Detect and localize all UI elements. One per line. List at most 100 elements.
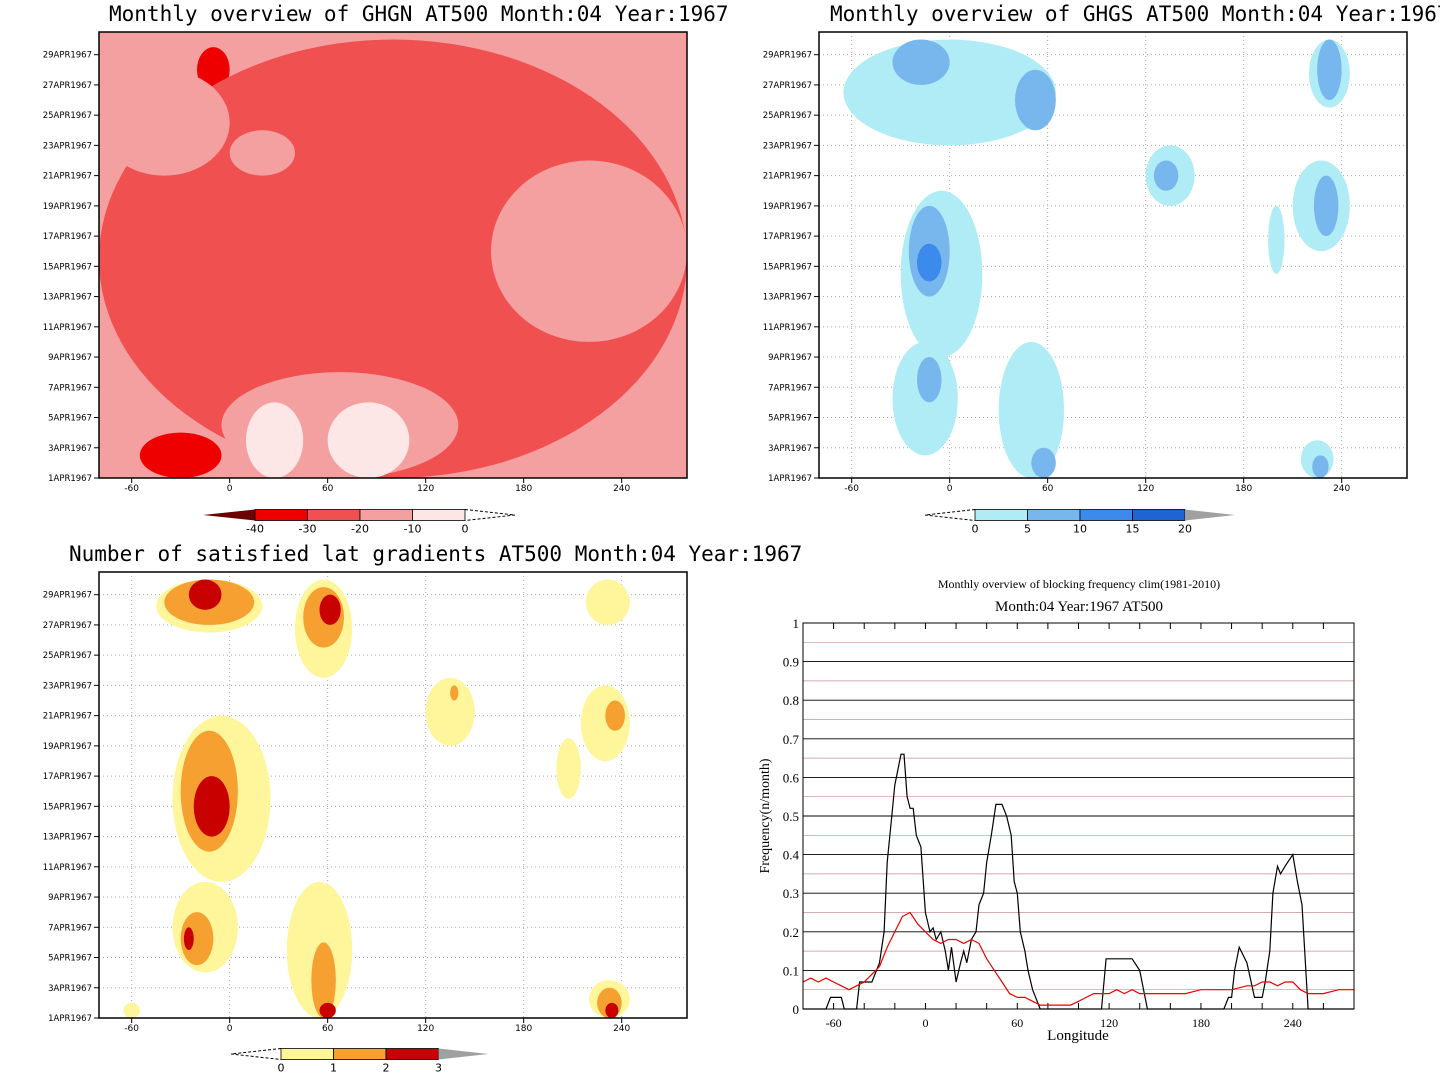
- ytick-label-0-5: 11APR1967: [43, 323, 92, 333]
- panel-freq: Monthly overview of blocking frequency c…: [720, 545, 1440, 1091]
- heat-region-2-13: [311, 942, 336, 1018]
- ytick-label-2-6: 13APR1967: [43, 833, 92, 843]
- ytick-label-1-7: 15APR1967: [763, 262, 812, 272]
- heat-region-2-15: [425, 677, 475, 746]
- heat-region-0-8: [99, 69, 230, 176]
- xtick-label-1-4: 180: [1235, 484, 1252, 494]
- cbar-label-2-0: 0: [278, 1062, 285, 1075]
- cbar-label-0-2: -20: [351, 523, 369, 536]
- heat-region-1-1: [892, 39, 950, 85]
- heat-region-1-2: [1015, 69, 1056, 131]
- ytick-label-0-11: 23APR1967: [43, 141, 92, 151]
- heat-region-2-14: [319, 1002, 336, 1018]
- freq-frame: [802, 622, 1355, 1010]
- freq-xtick-label-0: -60: [826, 1016, 842, 1030]
- ytick-label-2-11: 23APR1967: [43, 681, 92, 691]
- ghgs-plot: 1APR1967 3APR1967 5APR1967 7APR1967 9APR1967…: [763, 31, 1408, 536]
- ytick-label-0-6: 13APR1967: [43, 293, 92, 303]
- ytick-label-1-4: 9APR1967: [768, 353, 812, 363]
- freq-xtick-label-4: 180: [1192, 1016, 1210, 1030]
- cbar-label-1-0: 0: [972, 523, 979, 536]
- ytick-label-1-11: 23APR1967: [763, 141, 812, 151]
- ytick-label-2-0: 1APR1967: [48, 1014, 92, 1024]
- freq-title: Monthly overview of blocking frequency c…: [938, 577, 1220, 591]
- heat-region-1-5: [917, 243, 942, 282]
- ytick-label-1-1: 3APR1967: [768, 444, 812, 454]
- heat-region-0-12: [246, 402, 304, 478]
- freq-plot: Monthly overview of blocking frequency c…: [758, 577, 1355, 1044]
- xtick-label-0-4: 180: [515, 484, 532, 494]
- cbar-label-2-3: 3: [435, 1062, 442, 1075]
- freq-series-0: [803, 753, 1354, 1010]
- freq-ytick-label-3: 0.3: [783, 886, 799, 901]
- cbar-right-1: [1185, 509, 1235, 521]
- freq-xtick-label-5: 240: [1284, 1016, 1302, 1030]
- xtick-label-0-3: 120: [417, 484, 434, 494]
- ytick-label-2-14: 29APR1967: [43, 591, 92, 601]
- heat-region-2-24: [123, 1002, 140, 1018]
- heat-region-2-17: [556, 738, 581, 799]
- xtick-label-1-0: -60: [844, 484, 859, 494]
- lat-frame: [98, 571, 688, 1019]
- freq-ytick-label-6: 0.6: [783, 770, 800, 785]
- ytick-label-1-6: 13APR1967: [763, 293, 812, 303]
- cbar-seg-1-2: [1079, 509, 1133, 521]
- cbar-left-0: [203, 509, 255, 521]
- xtick-label-0-5: 240: [613, 484, 630, 494]
- heat-region-0-13: [327, 402, 410, 478]
- heat-region-2-11: [183, 927, 194, 950]
- freq-subtitle: Month:04 Year:1967 AT500: [995, 599, 1163, 615]
- freq-ytick-label-0: 0: [793, 1002, 800, 1017]
- heat-region-2-19: [605, 700, 625, 731]
- ytick-label-0-0: 1APR1967: [48, 474, 92, 484]
- ytick-label-2-7: 15APR1967: [43, 802, 92, 812]
- cbar-label-0-4: 0: [462, 523, 469, 536]
- heat-region-1-7: [917, 357, 942, 403]
- xtick-label-1-5: 240: [1333, 484, 1350, 494]
- ytick-label-0-7: 15APR1967: [43, 262, 92, 272]
- cbar-seg-2-0: [280, 1048, 334, 1060]
- heat-region-1-13: [1313, 175, 1339, 237]
- cbar-seg-0-0: [254, 509, 308, 521]
- freq-series-1: [802, 911, 1354, 1006]
- heat-region-0-10: [491, 160, 687, 342]
- heat-region-0-6: [139, 432, 222, 478]
- ytick-label-2-4: 9APR1967: [48, 893, 92, 903]
- ytick-label-1-8: 17APR1967: [763, 232, 812, 242]
- cbar-seg-2-2: [385, 1048, 439, 1060]
- xtick-label-1-2: 60: [1042, 484, 1054, 494]
- ytick-label-1-9: 19APR1967: [763, 202, 812, 212]
- cbar-label-2-2: 2: [383, 1062, 390, 1075]
- freq-ylabel: Frequency(n/month): [758, 758, 773, 873]
- ytick-label-2-8: 17APR1967: [43, 772, 92, 782]
- ytick-label-0-8: 17APR1967: [43, 232, 92, 242]
- ytick-label-0-13: 27APR1967: [43, 81, 92, 91]
- xtick-label-2-0: -60: [124, 1024, 139, 1034]
- freq-ytick-label-9: 0.9: [783, 655, 799, 670]
- ytick-label-0-4: 9APR1967: [48, 353, 92, 363]
- cbar-seg-1-1: [1027, 509, 1081, 521]
- freq-ytick-label-5: 0.5: [783, 809, 799, 824]
- cbar-label-0-0: -40: [246, 523, 264, 536]
- ytick-label-1-14: 29APR1967: [763, 51, 812, 61]
- heat-region-1-9: [1031, 447, 1056, 478]
- heat-region-2-2: [188, 579, 222, 610]
- ytick-label-1-0: 1APR1967: [768, 474, 812, 484]
- ytick-label-1-12: 25APR1967: [763, 111, 812, 121]
- ytick-label-0-3: 7APR1967: [48, 383, 92, 393]
- heat-region-1-15: [1317, 39, 1342, 101]
- ytick-label-1-5: 11APR1967: [763, 323, 812, 333]
- freq-ytick-label-8: 0.8: [783, 693, 799, 708]
- heat-region-2-5: [319, 594, 341, 625]
- cbar-label-2-1: 1: [330, 1062, 337, 1075]
- xtick-label-2-2: 60: [322, 1024, 334, 1034]
- panel-ghgs: Monthly overview of GHGS AT500 Month:04 …: [720, 0, 1440, 545]
- freq-xtick-label-3: 120: [1100, 1016, 1118, 1030]
- ytick-label-1-13: 27APR1967: [763, 81, 812, 91]
- freq-ytick-label-4: 0.4: [783, 848, 800, 863]
- heat-region-1-11: [1153, 160, 1179, 191]
- ghgn-plot: 1APR1967 3APR1967 5APR1967 7APR1967 9APR1967…: [43, 31, 688, 536]
- cbar-seg-1-3: [1132, 509, 1186, 521]
- cbar-label-0-1: -30: [299, 523, 317, 536]
- cbar-label-1-2: 10: [1073, 523, 1087, 536]
